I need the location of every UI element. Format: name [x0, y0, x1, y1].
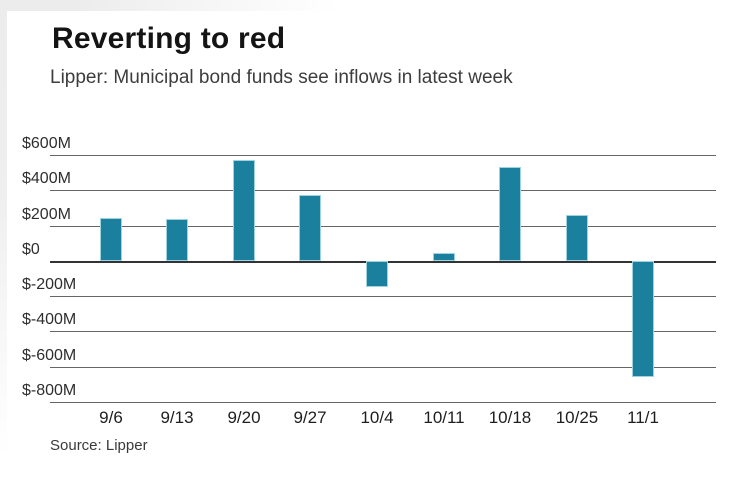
x-axis-tick-label: 9/27	[293, 408, 327, 427]
bar-11-1	[632, 261, 654, 377]
bar-9-6	[100, 218, 122, 261]
y-axis-tick-label: $-200M	[22, 276, 77, 293]
source-attribution: Source: Lipper	[50, 437, 148, 454]
y-axis-tick-label: $400M	[22, 170, 71, 187]
screenshot-edge-shade-left	[0, 0, 7, 482]
gridline	[50, 226, 716, 227]
x-axis-tick-label: 10/18	[488, 408, 532, 427]
y-axis-tick-label: $200M	[22, 206, 71, 223]
x-axis-tick-label: 10/25	[555, 408, 599, 427]
bar-10-18	[499, 167, 521, 261]
bar-9-27	[299, 195, 321, 261]
gridline	[50, 296, 716, 297]
y-axis-tick-label: $0	[22, 241, 40, 258]
x-axis-tick-label: 9/6	[99, 408, 123, 427]
chart-subtitle: Lipper: Municipal bond funds see inflows…	[50, 67, 513, 88]
bar-9-13	[166, 219, 188, 261]
x-axis-tick-label: 9/20	[227, 408, 261, 427]
y-axis-tick-label: $-600M	[22, 347, 77, 364]
bar-9-20	[233, 160, 255, 261]
x-axis-tick-label: 11/1	[627, 408, 659, 427]
gridline	[50, 155, 716, 156]
x-axis-tick-label: 10/11	[423, 408, 465, 427]
chart-title: Reverting to red	[52, 22, 286, 55]
bar-10-25	[566, 215, 588, 261]
x-axis-tick-label: 9/13	[160, 408, 194, 427]
gridline	[50, 367, 716, 368]
gridline	[50, 331, 716, 332]
gridline	[50, 402, 716, 403]
y-axis-tick-label: $600M	[22, 135, 71, 152]
bar-10-4	[366, 261, 388, 287]
screenshot-edge-shade-top	[0, 0, 400, 11]
y-axis-tick-label: $-800M	[22, 382, 77, 399]
x-axis-tick-label: 10/4	[360, 408, 394, 427]
bar-10-11	[433, 253, 455, 261]
gridline	[50, 190, 716, 191]
y-axis-tick-label: $-400M	[22, 311, 77, 328]
